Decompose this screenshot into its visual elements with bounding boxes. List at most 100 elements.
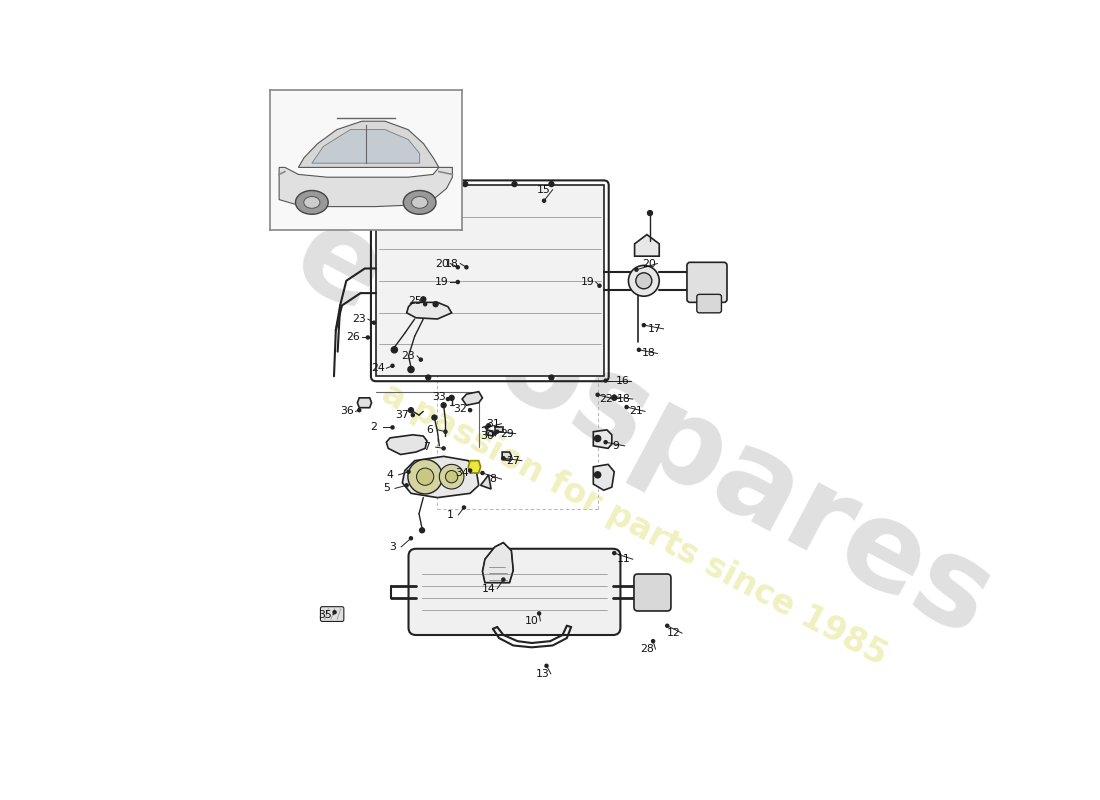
Circle shape: [390, 364, 394, 367]
Circle shape: [333, 610, 337, 614]
Polygon shape: [376, 186, 604, 376]
Circle shape: [446, 470, 458, 483]
Text: 2: 2: [371, 422, 377, 433]
Circle shape: [485, 426, 488, 429]
Circle shape: [596, 394, 600, 396]
Text: 29: 29: [500, 429, 514, 438]
FancyBboxPatch shape: [634, 574, 671, 611]
Circle shape: [417, 468, 433, 486]
Text: 24: 24: [371, 363, 385, 374]
Circle shape: [651, 640, 654, 642]
Polygon shape: [593, 464, 614, 490]
Text: 25: 25: [408, 295, 421, 306]
Circle shape: [666, 624, 669, 627]
Circle shape: [502, 457, 505, 460]
Circle shape: [496, 430, 498, 434]
Text: 18: 18: [617, 394, 631, 404]
Circle shape: [613, 395, 616, 398]
Circle shape: [432, 415, 437, 420]
FancyBboxPatch shape: [686, 262, 727, 302]
Circle shape: [444, 430, 447, 434]
Circle shape: [441, 402, 447, 408]
Text: 1: 1: [447, 510, 453, 520]
Text: 3: 3: [389, 542, 396, 552]
Circle shape: [604, 379, 607, 382]
Circle shape: [408, 408, 414, 413]
Polygon shape: [483, 542, 514, 582]
Circle shape: [408, 366, 414, 373]
Circle shape: [419, 528, 425, 533]
Polygon shape: [486, 430, 493, 436]
Text: 35: 35: [318, 610, 331, 620]
Circle shape: [426, 182, 431, 186]
Circle shape: [463, 182, 467, 186]
Circle shape: [390, 426, 394, 429]
Polygon shape: [312, 130, 420, 163]
Circle shape: [395, 167, 400, 172]
Circle shape: [628, 266, 659, 296]
Circle shape: [421, 297, 426, 302]
Text: 37: 37: [396, 410, 409, 420]
Text: 23: 23: [352, 314, 366, 324]
Circle shape: [392, 346, 397, 353]
Circle shape: [544, 664, 548, 667]
Text: 7: 7: [424, 442, 430, 452]
Polygon shape: [462, 392, 483, 406]
Polygon shape: [279, 167, 452, 206]
Text: 8: 8: [490, 474, 496, 484]
Polygon shape: [635, 234, 659, 256]
Circle shape: [304, 197, 320, 208]
Circle shape: [408, 459, 442, 494]
Circle shape: [549, 182, 554, 186]
Text: 9: 9: [613, 441, 619, 451]
Circle shape: [486, 424, 491, 427]
Text: 20: 20: [641, 258, 656, 269]
Circle shape: [542, 199, 546, 202]
Text: 5: 5: [383, 483, 389, 494]
Text: 10: 10: [525, 616, 539, 626]
Circle shape: [538, 612, 541, 615]
Polygon shape: [593, 430, 612, 448]
Circle shape: [373, 321, 375, 324]
FancyBboxPatch shape: [408, 549, 620, 635]
Circle shape: [493, 432, 496, 435]
Circle shape: [465, 266, 468, 269]
Circle shape: [594, 435, 601, 442]
Text: a passion for parts since 1985: a passion for parts since 1985: [376, 376, 893, 672]
Circle shape: [433, 302, 438, 306]
Circle shape: [447, 398, 450, 401]
Circle shape: [366, 336, 370, 339]
Circle shape: [512, 182, 517, 186]
Text: 15: 15: [537, 185, 551, 194]
Circle shape: [604, 441, 607, 444]
Circle shape: [481, 471, 484, 474]
Polygon shape: [469, 461, 481, 473]
Circle shape: [594, 472, 601, 478]
Circle shape: [637, 348, 640, 351]
Polygon shape: [358, 398, 372, 408]
Circle shape: [404, 190, 436, 214]
Circle shape: [426, 375, 431, 380]
Text: 31: 31: [486, 418, 499, 429]
Polygon shape: [481, 475, 491, 489]
Text: 23: 23: [402, 351, 416, 361]
Circle shape: [635, 268, 638, 271]
Text: 18: 18: [642, 349, 656, 358]
Text: 20: 20: [434, 258, 449, 269]
Circle shape: [549, 375, 554, 380]
Text: eurospares: eurospares: [275, 195, 1012, 662]
Circle shape: [378, 167, 383, 172]
Polygon shape: [495, 427, 504, 432]
Circle shape: [409, 537, 412, 540]
Circle shape: [296, 190, 328, 214]
Circle shape: [358, 409, 361, 412]
Polygon shape: [407, 302, 452, 319]
Circle shape: [636, 273, 652, 289]
Circle shape: [598, 284, 601, 287]
Circle shape: [411, 197, 428, 208]
Circle shape: [462, 506, 465, 509]
Circle shape: [419, 358, 422, 361]
Circle shape: [405, 484, 408, 487]
Text: 22: 22: [598, 394, 613, 404]
Circle shape: [407, 470, 410, 474]
